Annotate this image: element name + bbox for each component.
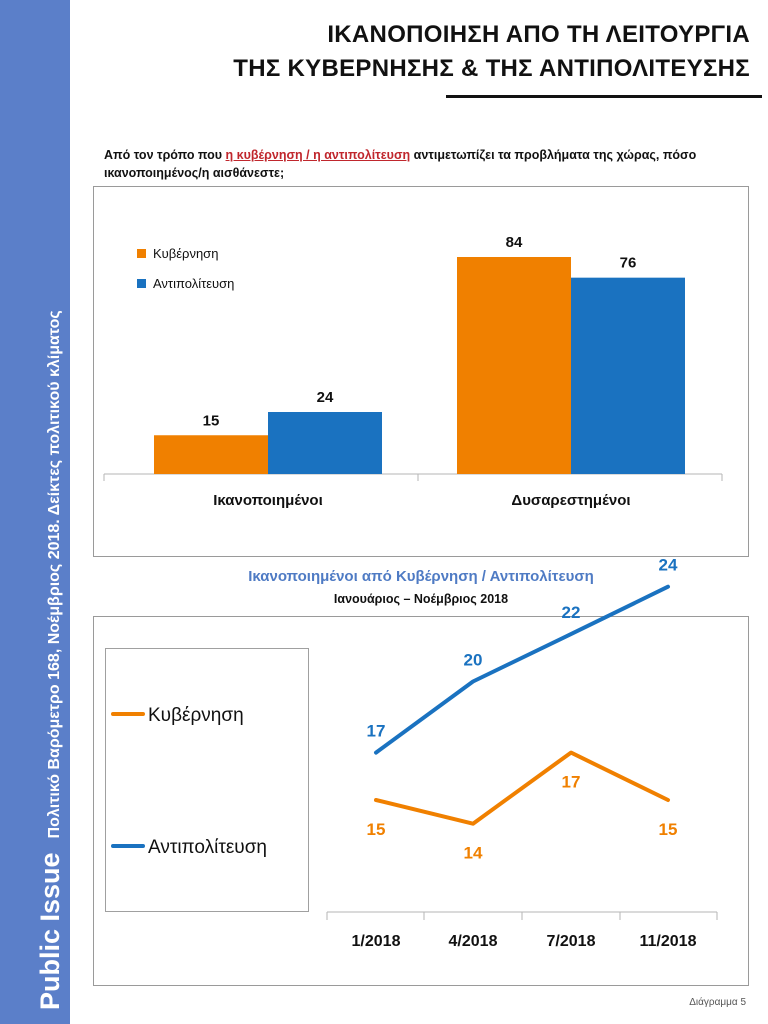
question-text-start: Από τον τρόπο που [104,148,226,162]
line-chart-title: Ικανοποιημένοι από Κυβέρνηση / Αντιπολίτ… [248,568,594,585]
bar-legend-swatch [137,279,146,288]
page-title: ΙΚΑΝΟΠΟΙΗΣΗ ΑΠΟ ΤΗ ΛΕΙΤΟΥΡΓΙΑ ΤΗΣ ΚΥΒΕΡΝ… [110,18,750,86]
bar-value-label: 15 [203,412,220,429]
bar-legend-label: Κυβέρνηση [153,246,218,261]
line-legend-label: Αντιπολίτευση [148,837,267,858]
bar-value-label: 76 [620,255,637,272]
line-series-opposition [374,584,670,755]
page-title-line-1: ΙΚΑΝΟΠΟΙΗΣΗ ΑΠΟ ΤΗ ΛΕΙΤΟΥΡΓΙΑ [327,21,750,48]
bar-opposition-0 [268,412,382,474]
bar-category-label: Ικανοποιημένοι [213,492,323,509]
survey-question: Από τον τρόπο που η κυβέρνηση / η αντιπο… [104,146,744,182]
line-x-label: 11/2018 [640,933,697,950]
bar-legend-label: Αντιπολίτευση [153,276,234,291]
line-value-label: 24 [659,556,678,575]
line-value-label: 17 [367,722,386,741]
diagram-number: Διάγραμμα 5 [689,997,746,1008]
bar-opposition-1 [571,277,685,474]
bar-value-label: 84 [506,234,523,251]
line-x-label: 1/2018 [352,933,401,950]
bar-value-label: 24 [317,389,334,406]
sidebar: Public IssueΠολιτικό Βαρόμετρο 168, Νοέμ… [0,0,70,1024]
line-x-label: 7/2018 [547,933,596,950]
bar-government-1 [457,257,571,474]
question-highlight: η κυβέρνηση / η αντιπολίτευση [225,148,411,162]
title-underline [446,95,762,98]
line-x-label: 4/2018 [449,933,498,950]
line-value-label: 20 [464,651,483,670]
line-chart-subtitle: Ιανουάριος – Νοέμβριος 2018 [333,592,509,606]
line-value-label: 15 [659,820,678,839]
bar-category-label: Δυσαρεστημένοι [511,492,630,509]
bar-government-0 [154,435,268,474]
line-series-government [374,750,670,826]
question-text-end: αντιμετωπίζει τα προβλήματα της χώρας, π… [104,148,697,180]
line-value-label: 17 [562,773,581,792]
line-legend-label: Κυβέρνηση [148,705,244,726]
page-title-line-2: ΤΗΣ ΚΥΒΕΡΝΗΣΗΣ & ΤΗΣ ΑΝΤΙΠΟΛΙΤΕΥΣΗΣ [233,55,750,82]
line-chart-legend-box [105,648,309,912]
line-value-label: 14 [464,844,483,863]
bar-legend-swatch [137,249,146,258]
line-value-label: 22 [562,603,581,622]
line-value-label: 15 [367,820,386,839]
